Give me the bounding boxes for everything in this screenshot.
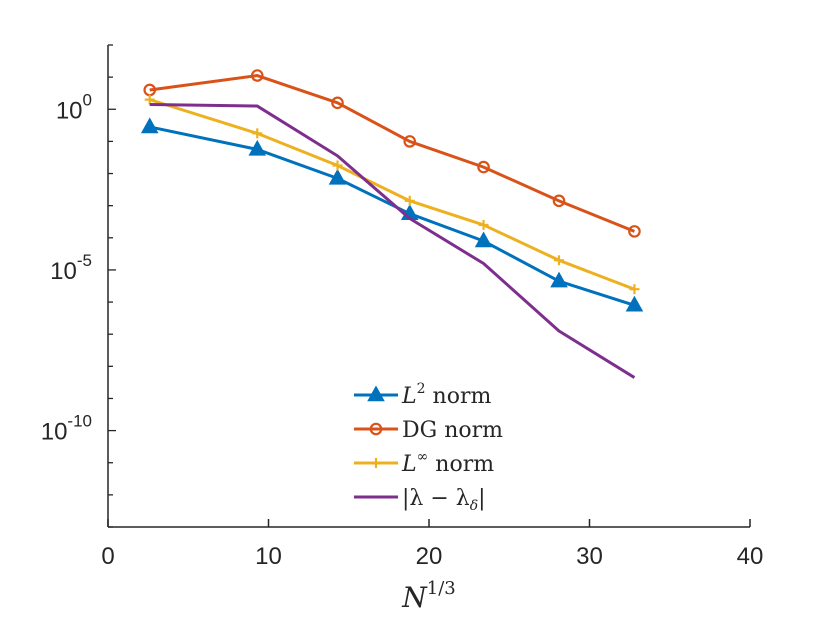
series-1 [143,69,641,238]
legend-entry-1: DG norm [354,418,503,443]
x-tick-label-3: 30 [576,543,603,570]
legend-marker-0 [367,385,385,402]
legend-label-base-0: L [401,384,417,409]
series-1-point-5 [552,194,566,208]
legend-label-base-1: DG norm [402,418,503,443]
y-tick-label-base-2: 10 [41,419,68,446]
series-1-point-3 [403,135,417,148]
series-2-point-0 [144,94,155,105]
series-0-point-6 [625,295,644,312]
legend-entry-0: L2 norm [354,381,491,409]
legend-label-2: L∞ norm [401,449,494,477]
series-1-line [149,74,636,233]
y-tick-label-1: 10-5 [50,251,92,285]
series-2-point-2 [332,160,343,171]
series-2-point-6 [629,284,640,295]
series-0-point-5 [550,271,568,288]
legend-label-sup-0: 2 [417,381,426,397]
series-3 [149,102,636,379]
legend-entry-2: L∞ norm [354,449,494,477]
series-0-point-4 [474,231,493,248]
series-2-point-1 [252,128,263,139]
legend-marker-1 [369,422,383,436]
legend-label-sub-3: δ [470,498,478,514]
x-tick-label-4: 40 [737,543,764,570]
x-tick-label-1: 10 [255,543,282,570]
legend-label-rest-3: | [478,486,485,511]
x-axis-title: N1/3 [401,578,455,614]
legend-label-0: L2 norm [401,381,491,409]
x-axis-title-base: N [401,581,428,614]
series-2-point-3 [404,195,415,206]
series-0 [140,117,644,312]
x-tick-label-2: 20 [416,543,443,570]
x-tick-label-0: 0 [101,543,114,570]
legend-entry-3: |λ − λδ| [354,486,486,514]
y-tick-label-exponent-0: 0 [83,90,92,109]
y-tick-label-base-1: 10 [50,258,77,285]
series-3-line [149,102,636,379]
legend-marker-2 [371,458,381,468]
series-2-point-4 [478,219,489,230]
legend-label-rest-2: norm [428,452,494,477]
series-1-point-1 [250,69,264,82]
y-tick-label-0: 100 [56,90,92,124]
series-1-point-6 [628,225,641,238]
legend-label-3: |λ − λδ| [402,486,486,514]
legend-label-sup-2: ∞ [417,449,429,465]
series-0-point-2 [328,168,347,185]
series-1-point-2 [331,96,344,110]
series-1-point-4 [477,160,490,174]
series-2-point-5 [554,255,565,266]
y-tick-label-2: 10-10 [41,412,92,446]
y-tick-label-exponent-2: -10 [67,412,92,431]
y-tick-label-base-0: 10 [56,97,83,124]
legend-label-1: DG norm [402,418,503,443]
legend-label-rest-0: norm [426,384,492,409]
x-axis-title-exponent: 1/3 [427,578,456,599]
series-layer [140,69,644,379]
series-0-point-1 [248,139,267,156]
y-tick-label-exponent-1: -5 [77,251,92,270]
legend-label-base-2: L [401,452,417,477]
series-0-point-0 [140,117,159,134]
series-2 [144,94,640,295]
legend-label-base-3: |λ − λ [402,486,470,511]
